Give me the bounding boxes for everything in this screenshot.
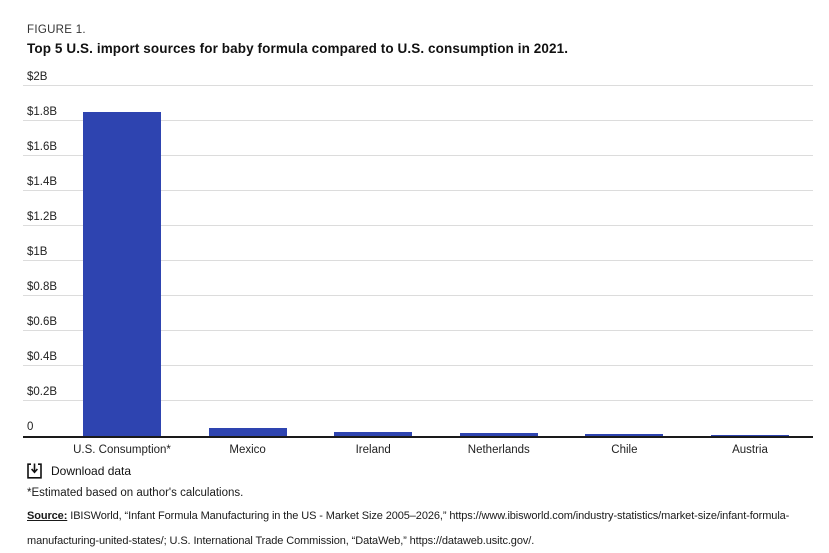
x-tick-label: Netherlands	[467, 444, 530, 456]
bar-u-s-consumption	[83, 112, 161, 436]
y-gridline	[23, 260, 813, 261]
y-tick-label: $1.8B	[27, 106, 58, 118]
y-tick-label: $0.2B	[27, 386, 58, 398]
source-note: Source: IBISWorld, “Infant Formula Manuf…	[27, 504, 789, 553]
bar-chile	[585, 434, 664, 436]
y-tick-label: $1.2B	[27, 211, 58, 223]
bar-mexico	[208, 428, 287, 436]
x-tick-label: Mexico	[229, 444, 266, 456]
source-label: Source:	[27, 510, 68, 522]
y-gridline	[23, 330, 813, 331]
download-data-label: Download data	[51, 464, 132, 478]
y-tick-label: $0.8B	[27, 281, 58, 293]
y-tick-label: $0.6B	[27, 316, 58, 328]
download-data-button[interactable]: Download data	[27, 463, 131, 479]
y-gridline	[23, 190, 813, 191]
figure-label: FIGURE 1.	[27, 24, 86, 36]
y-tick-label: $1B	[27, 246, 48, 258]
y-gridline	[23, 365, 813, 366]
download-icon	[27, 463, 42, 479]
source-text-line1: IBISWorld, “Infant Formula Manufacturing…	[70, 510, 790, 522]
x-tick-label: U.S. Consumption*	[73, 444, 171, 456]
y-gridline	[23, 85, 813, 86]
x-tick-label: Austria	[732, 444, 768, 456]
y-tick-label: $1.4B	[27, 176, 58, 188]
bar-netherlands	[459, 433, 538, 436]
y-gridline	[23, 225, 813, 226]
bar-ireland	[334, 432, 413, 436]
y-tick-label: $2B	[27, 71, 48, 83]
plot-area: 0 $0.2B $0.4B $0.6B $0.8B $1B $1.2B $1.4B $1.6B $…	[23, 71, 813, 456]
y-tick-label: 0	[27, 421, 34, 433]
y-gridline	[23, 155, 813, 156]
source-text-line2: manufacturing-united-states/; U.S. Inter…	[27, 535, 535, 547]
y-tick-label: $0.4B	[27, 351, 58, 363]
chart-title: Top 5 U.S. import sources for baby formu…	[27, 41, 569, 56]
y-gridline	[23, 400, 813, 401]
bar-austria	[711, 435, 789, 436]
y-gridline	[23, 295, 813, 296]
y-tick-label: $1.6B	[27, 141, 58, 153]
x-tick-label: Chile	[611, 444, 638, 456]
chart-footnote: *Estimated based on author's calculation…	[27, 487, 244, 499]
x-tick-label: Ireland	[355, 444, 391, 456]
y-gridline	[23, 120, 813, 121]
